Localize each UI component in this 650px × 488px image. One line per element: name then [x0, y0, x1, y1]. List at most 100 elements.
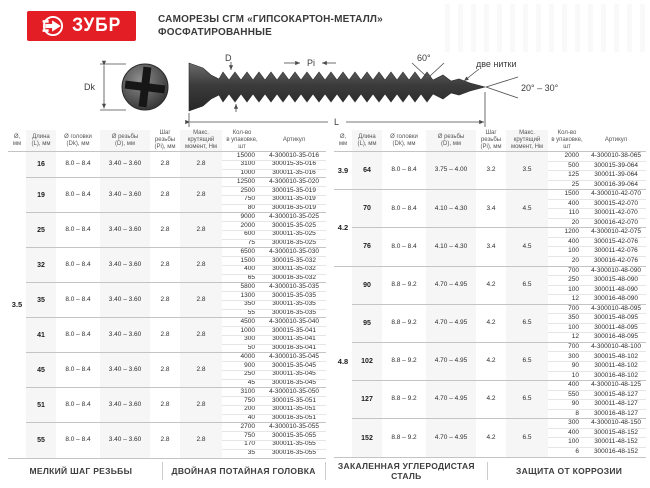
- table-row: 300 300011-35-041: [8, 334, 326, 344]
- sku-cell: 300015-35-032: [262, 256, 326, 266]
- thread-pitch-cell: 2.8: [150, 282, 180, 318]
- table-row: 2500 300015-35-019: [8, 186, 326, 196]
- footer-divider: [161, 462, 163, 480]
- pack-quantity-cell: 250: [548, 275, 586, 286]
- sku-cell: 300016-48-102: [586, 370, 646, 381]
- column-header: Шаг резьбы (Pi), мм: [154, 130, 176, 150]
- screws-watermark-image: [445, 4, 645, 52]
- sku-cell: 4-300010-48-100: [586, 341, 646, 352]
- sku-cell: 300016-48-095: [586, 332, 646, 343]
- thread-pitch-cell: 4.2: [476, 341, 506, 381]
- table-row: 750 300015-35-055: [8, 431, 326, 441]
- max-torque-cell: 3.5: [506, 150, 548, 190]
- thread-diameter-cell: 4.10 – 4.30: [426, 189, 476, 228]
- table-row: 200 300011-35-051: [8, 404, 326, 414]
- table-row: 400 300011-35-032: [8, 264, 326, 274]
- sku-cell: 300016-48-090: [586, 294, 646, 305]
- table-row: 65 300016-35-032: [8, 273, 326, 283]
- table-row: 55 300016-35-035: [8, 308, 326, 318]
- pack-quantity-cell: 3100: [222, 159, 262, 169]
- table-row: 100 300011-48-090: [334, 284, 646, 295]
- pack-quantity-cell: 400: [222, 264, 262, 274]
- pack-quantity-cell: 5800: [222, 282, 262, 292]
- length-cell: 16: [26, 150, 56, 178]
- d-dimension-label: D: [225, 53, 232, 63]
- table-row: 3100 300015-35-016: [8, 159, 326, 169]
- pack-quantity-cell: 1500: [222, 256, 262, 266]
- pack-quantity-cell: 20: [548, 217, 586, 228]
- thread-diameter-cell: 3.40 – 3.60: [100, 247, 150, 283]
- table-row: 10 300016-48-102: [334, 370, 646, 381]
- pack-quantity-cell: 4500: [222, 317, 262, 327]
- table-row: 350 300015-48-095: [334, 313, 646, 324]
- thread-diameter-cell: 3.40 – 3.60: [100, 282, 150, 318]
- sku-cell: 300011-48-127: [586, 399, 646, 410]
- pack-quantity-cell: 65: [222, 273, 262, 283]
- thread-pitch-cell: 2.8: [150, 212, 180, 248]
- head-diameter-cell: 8.8 – 9.2: [382, 418, 426, 457]
- table-row: 76 8.0 – 8.4 4.10 – 4.30 3.4 4.5 1200 4-300010…: [334, 227, 646, 267]
- sku-cell: 4-300010-42-075: [586, 227, 646, 238]
- sku-cell: 300016-35-045: [262, 378, 326, 388]
- table-row: 25 8.0 – 8.4 3.40 – 3.60 2.8 2.8 9000 4-300010…: [8, 212, 326, 248]
- thread-diameter-cell: 4.70 – 4.95: [426, 418, 476, 457]
- pack-quantity-cell: 3100: [222, 387, 262, 397]
- pack-quantity-cell: 15000: [222, 151, 262, 161]
- table-row: 127 8.8 – 9.2 4.70 – 4.95 4.2 6.5 400 4-300010…: [334, 380, 646, 419]
- pack-quantity-cell: 200: [222, 404, 262, 414]
- thread-diameter-cell: 3.40 – 3.60: [100, 422, 150, 458]
- head-diameter-cell: 8.0 – 8.4: [56, 387, 100, 423]
- max-torque-cell: 6.5: [506, 418, 548, 457]
- head-diameter-cell: 8.0 – 8.4: [56, 422, 100, 458]
- table-row: 250 300011-35-045: [8, 369, 326, 379]
- sku-cell: 300011-42-076: [586, 246, 646, 257]
- pack-quantity-cell: 12: [548, 294, 586, 305]
- column-header: Макс. крутящий момент, Нм: [180, 130, 222, 152]
- pack-quantity-cell: 900: [222, 361, 262, 371]
- table-row: 100 300011-42-076: [334, 246, 646, 257]
- table-row: 45 300016-35-045: [8, 378, 326, 388]
- table-row: 40 300016-35-051: [8, 413, 326, 423]
- sku-cell: 300016-35-055: [262, 448, 326, 458]
- thread-pitch-cell: 3.4: [476, 189, 506, 228]
- sku-cell: 300015-35-035: [262, 291, 326, 301]
- sku-cell: 300011-35-025: [262, 229, 326, 239]
- diameter-cell: 3.9: [334, 150, 352, 190]
- two-threads-label: две нитки: [476, 59, 517, 69]
- sku-cell: 300015-35-045: [262, 361, 326, 371]
- head-diameter-cell: 8.0 – 8.4: [56, 247, 100, 283]
- sku-cell: 300011-35-055: [262, 439, 326, 449]
- length-cell: 19: [26, 177, 56, 213]
- length-cell: 64: [352, 150, 382, 190]
- pack-quantity-cell: 700: [548, 303, 586, 314]
- column-header: Артикул: [604, 137, 628, 143]
- max-torque-cell: 4.5: [506, 189, 548, 228]
- table-row: 170 300011-35-055: [8, 439, 326, 449]
- spec-table-large-diameter: Ø, мм Длина (L), мм Ø головки (Dk), мм Ø резьб…: [334, 130, 646, 458]
- table-row: 20 300016-42-070: [334, 217, 646, 228]
- thread-pitch-cell: 4.2: [476, 418, 506, 457]
- sku-cell: 300015-35-016: [262, 159, 326, 169]
- sku-cell: 300015-35-055: [262, 431, 326, 441]
- table-row: 90 300011-48-127: [334, 399, 646, 410]
- table-row: 35 8.0 – 8.4 3.40 – 3.60 2.8 2.8 5800 4-300010…: [8, 282, 326, 318]
- page-title: САМОРЕЗЫ СГМ «ГИПСОКАРТОН-МЕТАЛЛ» ФОСФАТ…: [158, 13, 383, 39]
- pack-quantity-cell: 170: [222, 439, 262, 449]
- table-row: 350 300011-35-035: [8, 299, 326, 309]
- table-row: 750 300015-35-051: [8, 396, 326, 406]
- pack-quantity-cell: 1300: [222, 291, 262, 301]
- table-row: 45 8.0 – 8.4 3.40 – 3.60 2.8 2.8 4000 4-300010…: [8, 352, 326, 388]
- pack-quantity-cell: 4000: [222, 352, 262, 362]
- thread-diameter-cell: 3.40 – 3.60: [100, 177, 150, 213]
- sku-cell: 300011-48-095: [586, 322, 646, 333]
- pi-dimension-label: Pi: [307, 58, 315, 68]
- pack-quantity-cell: 8: [548, 408, 586, 419]
- thread-diameter-cell: 3.40 – 3.60: [100, 352, 150, 388]
- footer-divider: [487, 462, 489, 480]
- pack-quantity-cell: 350: [222, 299, 262, 309]
- zubr-arrow-icon: [42, 15, 63, 37]
- sku-cell: 300016-35-051: [262, 413, 326, 423]
- sku-cell: 4-300010-42-070: [586, 189, 646, 200]
- thread-pitch-cell: 2.8: [150, 422, 180, 458]
- feature-double-countersunk-head: ДВОЙНАЯ ПОТАЙНАЯ ГОЛОВКА: [171, 466, 316, 476]
